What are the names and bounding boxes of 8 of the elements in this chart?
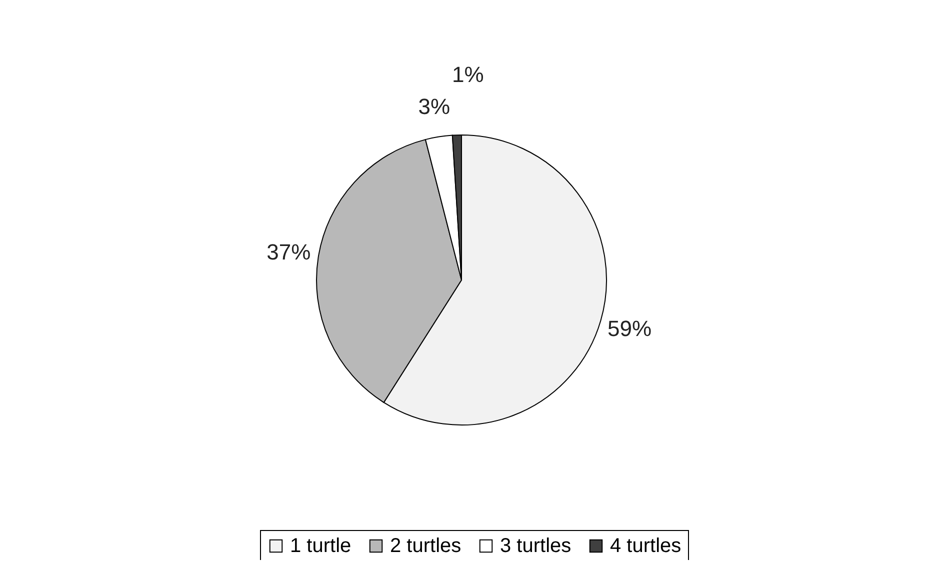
data-label: 1% (452, 62, 484, 88)
data-label: 3% (418, 94, 450, 120)
legend-label: 4 turtles (610, 535, 682, 557)
data-label: 37% (266, 240, 311, 265)
legend-label: 1 turtle (290, 535, 352, 557)
data-label: 59% (608, 316, 652, 341)
legend-label: 3 turtles (500, 535, 572, 557)
legend-label: 2 turtles (390, 535, 462, 557)
